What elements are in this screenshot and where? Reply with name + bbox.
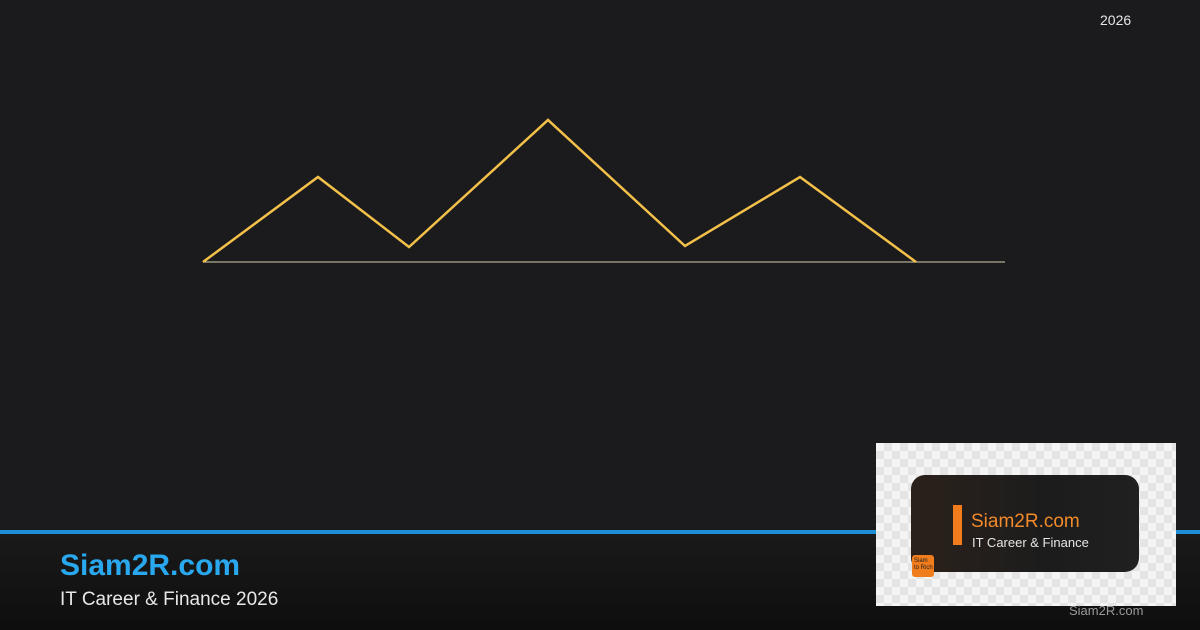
logo-bar [953, 505, 962, 545]
brand-subtitle: IT Career & Finance 2026 [60, 589, 279, 610]
card-title: Siam2R.com [971, 511, 1080, 532]
brand-title: Siam2R.com [60, 549, 241, 582]
year-label: 2026 [1100, 12, 1132, 28]
divider [0, 530, 1200, 534]
card-subtitle: IT Career & Finance [972, 535, 1089, 550]
pattern-line [202, 118, 917, 264]
watermark: Siam2R.com [1069, 603, 1144, 618]
logo-card: Siam2R.com IT Career & Finance Siam to R… [911, 475, 1139, 577]
badge: Siam to Rich [912, 555, 934, 577]
